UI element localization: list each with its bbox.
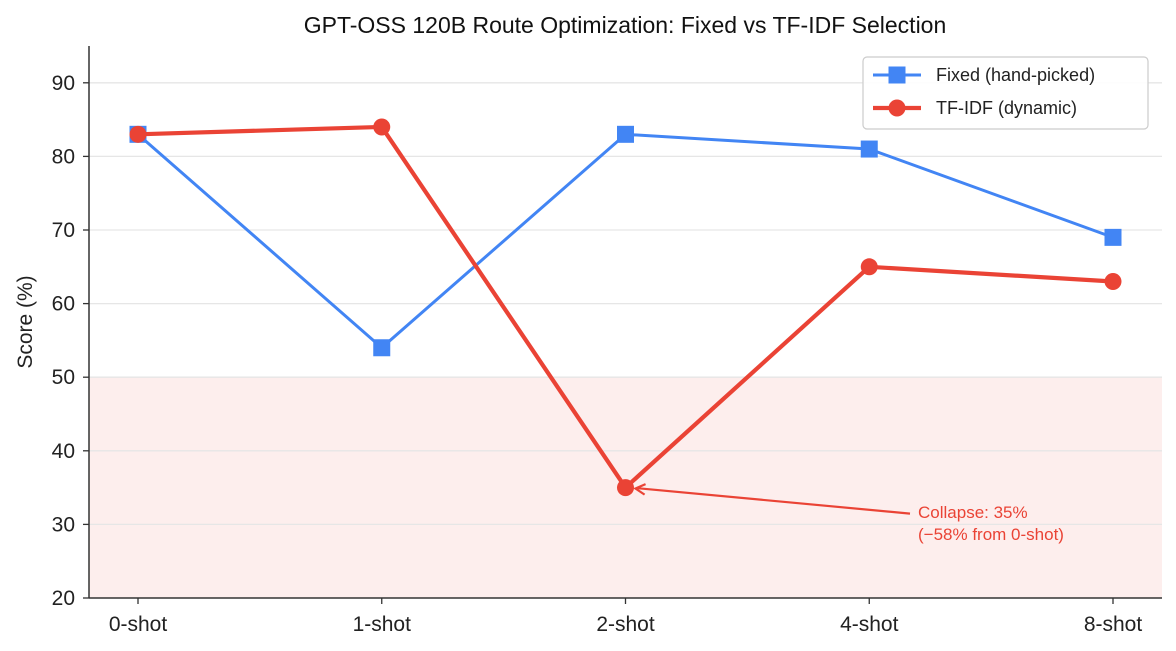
annotation-text: (−58% from 0-shot) [918, 525, 1064, 544]
y-tick-label: 90 [52, 72, 75, 95]
data-point [617, 125, 634, 143]
y-tick-label: 20 [52, 587, 75, 610]
legend: Fixed (hand-picked) TF-IDF (dynamic) [862, 56, 1149, 130]
data-point [617, 479, 634, 497]
annotation-arrow-head [633, 483, 646, 496]
data-point [860, 258, 878, 276]
x-tick-label: 8-shot [1084, 613, 1143, 636]
x-ticks: 0-shot 1-shot 2-shot 4-shot 8-shot [109, 598, 1143, 636]
data-point [860, 140, 878, 158]
legend-label: Fixed (hand-picked) [936, 65, 1095, 85]
x-tick-label: 2-shot [596, 613, 655, 636]
y-tick-label: 50 [52, 366, 75, 389]
legend-marker [888, 99, 906, 117]
series-line [137, 132, 1114, 350]
series-layer [129, 118, 1122, 497]
x-tick-label: 0-shot [109, 613, 168, 636]
annotation-text: Collapse: 35% [918, 503, 1028, 522]
y-tick-label: 80 [52, 145, 75, 168]
series-tfidf [129, 118, 1122, 497]
data-point [1104, 273, 1122, 291]
x-tick-label: 4-shot [840, 613, 899, 636]
y-tick-label: 60 [52, 293, 75, 316]
y-axis-label: Score (%) [14, 275, 37, 368]
data-point [1104, 228, 1122, 246]
data-point [129, 125, 147, 143]
y-ticks: 20 30 40 50 60 70 80 90 [52, 72, 89, 610]
y-tick-label: 30 [52, 513, 75, 536]
y-tick-label: 70 [52, 219, 75, 242]
legend-box [862, 56, 1149, 130]
x-tick-label: 1-shot [353, 613, 412, 636]
annotation: Collapse: 35% (−58% from 0-shot) [633, 483, 1064, 544]
data-point [373, 118, 391, 136]
chart-title: GPT-OSS 120B Route Optimization: Fixed v… [304, 12, 947, 38]
legend-marker [888, 66, 906, 84]
series-fixed [129, 125, 1122, 357]
y-tick-label: 40 [52, 440, 75, 463]
legend-label: TF-IDF (dynamic) [936, 98, 1077, 118]
annotation-arrow-line [637, 487, 911, 515]
data-point [373, 339, 391, 357]
